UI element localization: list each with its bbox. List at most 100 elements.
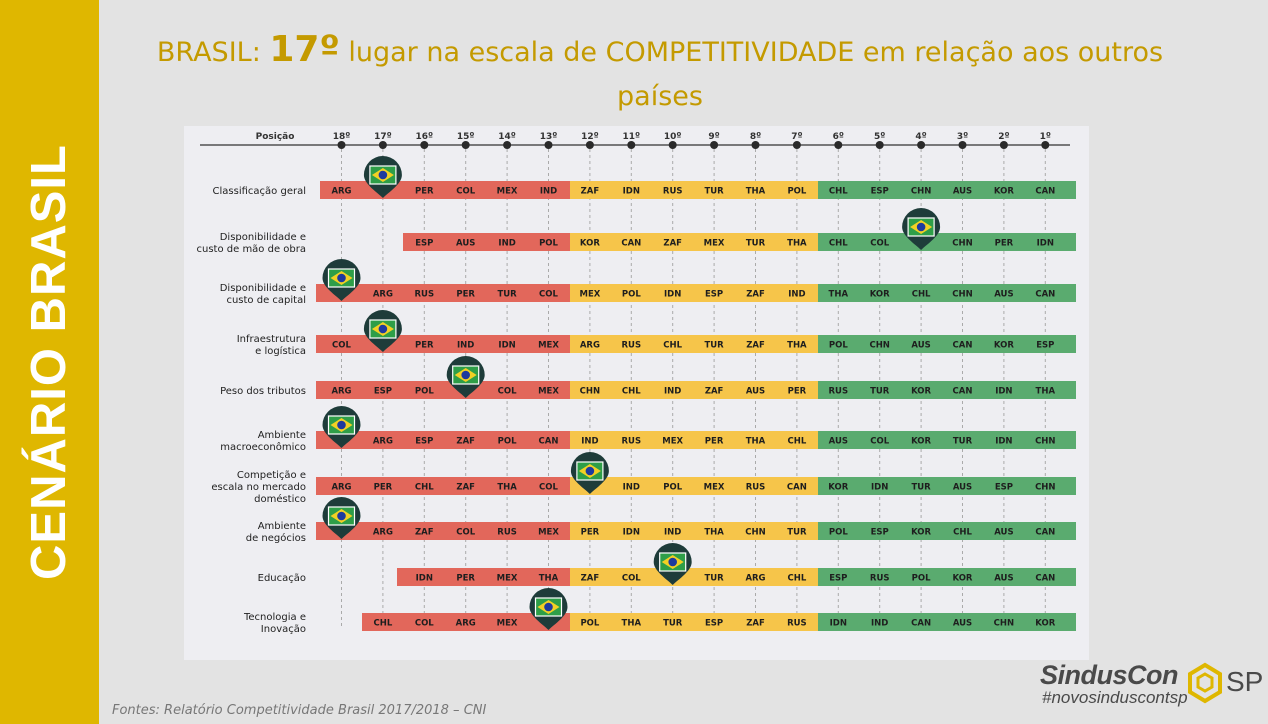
- country-label: PER: [456, 574, 475, 584]
- sidebar-label: CENÁRIO BRASIL: [22, 144, 76, 580]
- country-label: COL: [456, 187, 475, 197]
- brazil-flag-pin-icon: [363, 310, 402, 352]
- country-label: ZAF: [456, 483, 475, 493]
- country-label: CAN: [1035, 290, 1055, 300]
- country-label: TUR: [497, 290, 517, 300]
- bar-segment-green: [818, 477, 1076, 495]
- country-label: AUS: [953, 619, 972, 629]
- country-label: IND: [498, 239, 515, 249]
- country-label: CHL: [663, 341, 682, 351]
- country-label: RUS: [870, 574, 890, 584]
- country-label: IDN: [623, 528, 640, 538]
- country-label: CHN: [1035, 437, 1055, 447]
- country-label: THA: [787, 239, 807, 249]
- country-label: ZAF: [746, 341, 765, 351]
- bar-segment-yellow: [570, 568, 818, 586]
- country-label: IDN: [995, 437, 1012, 447]
- position-dot: [958, 141, 967, 149]
- country-label: TUR: [663, 619, 683, 629]
- country-label: MEX: [538, 387, 559, 397]
- position-tick-label: 1º: [1040, 132, 1051, 142]
- country-label: PER: [705, 437, 724, 447]
- position-dot: [710, 141, 719, 149]
- country-label: COL: [870, 239, 889, 249]
- country-label: COL: [539, 290, 558, 300]
- flag-globe: [916, 222, 926, 232]
- country-label: RUS: [746, 483, 766, 493]
- bar-segment-red: [316, 284, 570, 302]
- country-label: CHN: [745, 528, 765, 538]
- row-label: macroeconômico: [220, 441, 306, 453]
- bar-segment-yellow: [570, 431, 818, 449]
- row-label: Competição e: [237, 470, 306, 481]
- bar-segment-green: [818, 381, 1076, 399]
- country-label: CHL: [374, 619, 393, 629]
- country-label: AUS: [953, 483, 972, 493]
- country-label: RUS: [622, 437, 642, 447]
- country-label: POL: [539, 239, 558, 249]
- brazil-flag-pin-icon: [322, 497, 361, 539]
- country-label: CHL: [788, 437, 807, 447]
- row-label: Ambiente: [258, 430, 306, 441]
- country-label: THA: [1036, 387, 1056, 397]
- country-label: MEX: [579, 290, 600, 300]
- position-tick-label: 3º: [957, 132, 968, 142]
- bar-segment-yellow: [570, 522, 818, 540]
- hexagon-logo-icon: [1188, 662, 1222, 704]
- position-tick-label: 6º: [833, 132, 844, 142]
- country-label: CHL: [622, 387, 641, 397]
- bar-segment-yellow: [570, 381, 818, 399]
- country-label: CHL: [829, 239, 848, 249]
- country-label: KOR: [911, 387, 931, 397]
- country-label: CHL: [953, 528, 972, 538]
- country-label: IDN: [1037, 239, 1054, 249]
- country-label: TUR: [704, 574, 724, 584]
- country-label: AUS: [456, 239, 475, 249]
- country-label: PER: [374, 483, 393, 493]
- bar-segment-red: [316, 522, 570, 540]
- country-label: PER: [415, 341, 434, 351]
- country-label: IDN: [871, 483, 888, 493]
- row-label: Tecnologia e: [243, 612, 306, 623]
- country-label: IDN: [830, 619, 847, 629]
- country-label: IND: [664, 528, 681, 538]
- country-label: TUR: [746, 239, 766, 249]
- position-dot: [1041, 141, 1050, 149]
- country-label: POL: [415, 387, 434, 397]
- position-tick-label: 16º: [415, 132, 433, 142]
- row-label: Infraestrutura: [237, 334, 306, 345]
- sinduscon-logo: SindusCon #novosinduscontsp SP: [1040, 660, 1263, 708]
- country-label: AUS: [994, 290, 1013, 300]
- country-label: CAN: [953, 387, 973, 397]
- bar-segment-red: [316, 335, 570, 353]
- country-label: AUS: [953, 187, 972, 197]
- position-tick-label: 13º: [540, 132, 558, 142]
- country-label: CAN: [1035, 574, 1055, 584]
- bar-segment-red: [316, 381, 570, 399]
- position-dot: [420, 141, 429, 149]
- country-label: MEX: [538, 341, 559, 351]
- flag-globe: [337, 420, 346, 430]
- country-label: ESP: [995, 483, 1013, 493]
- country-label: CAN: [539, 437, 559, 447]
- bar-segment-red: [362, 613, 570, 631]
- country-label: KOR: [580, 239, 600, 249]
- brazil-flag-pin-icon: [653, 543, 692, 585]
- position-dot: [627, 141, 636, 149]
- row-label: custo de mão de obra: [197, 244, 307, 255]
- country-label: THA: [497, 483, 517, 493]
- position-dot: [751, 141, 760, 149]
- country-label: IND: [664, 387, 681, 397]
- country-label: IND: [623, 483, 640, 493]
- position-tick-label: 17º: [374, 132, 392, 142]
- country-label: POL: [663, 483, 682, 493]
- flag-globe: [585, 466, 595, 476]
- country-label: IDN: [416, 574, 433, 584]
- bar-segment-green: [818, 431, 1076, 449]
- position-dot: [668, 141, 677, 149]
- country-label: MEX: [704, 483, 725, 493]
- country-label: ARG: [331, 483, 351, 493]
- country-label: TUR: [787, 528, 807, 538]
- country-label: KOR: [953, 574, 973, 584]
